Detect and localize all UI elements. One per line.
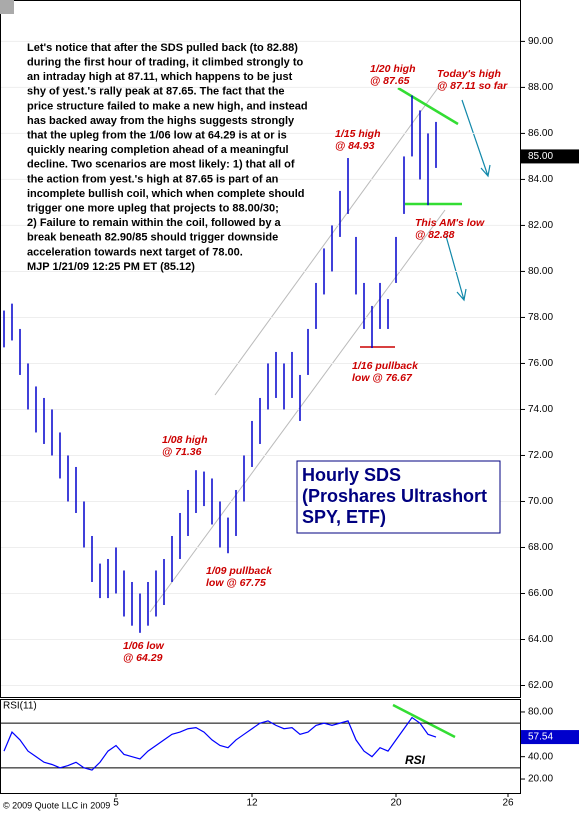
commentary-line: during the first hour of trading, it cli… [27, 57, 303, 69]
y-tick-label: 64.00 [528, 634, 553, 645]
annotation: 1/09 pullback [206, 565, 273, 577]
annotation: @ 71.36 [162, 446, 202, 458]
annotation: This AM's low [415, 217, 485, 229]
arrows [445, 99, 491, 302]
commentary-line: break beneath 82.90/85 should trigger do… [27, 232, 278, 244]
commentary-line: that the upleg from the 1/06 low at 64.2… [27, 130, 287, 142]
commentary-line: price structure failed to make a new hig… [27, 100, 308, 112]
chart-title: Hourly SDS [302, 465, 401, 485]
rsi-annotation: RSI [405, 753, 426, 767]
y-tick-label: 78.00 [528, 312, 553, 323]
commentary-line: 2) Failure to remain within the coil, fo… [27, 217, 282, 229]
last-rsi-label: 57.54 [528, 732, 553, 743]
y-tick-label: 82.00 [528, 220, 553, 231]
trend-line [397, 86, 459, 126]
arrow [445, 235, 467, 302]
commentary-line: acceleration towards next target of 78.0… [27, 246, 243, 258]
chart-title: SPY, ETF) [302, 507, 386, 527]
rsi-line [3, 716, 437, 771]
y-tick-label: 90.00 [528, 36, 553, 47]
y-tick-label: 62.00 [528, 680, 553, 691]
y-tick-label: 70.00 [528, 496, 553, 507]
y-tick-label: 80.00 [528, 266, 553, 277]
y-tick-label: 80.00 [528, 707, 553, 718]
y-tick-label: 66.00 [528, 588, 553, 599]
last-price-box [521, 149, 579, 164]
annotation: low @ 76.67 [352, 372, 413, 384]
x-tick-label: 26 [502, 798, 514, 809]
annotation: 1/20 high [370, 63, 416, 75]
arrow [461, 99, 491, 178]
x-tick-label: 5 [113, 798, 119, 809]
annotation: @ 87.11 so far [437, 80, 508, 92]
trend-line [392, 703, 456, 739]
y-tick-label: 68.00 [528, 542, 553, 553]
y-tick-label: 86.00 [528, 128, 553, 139]
y-tick-label: 20.00 [528, 774, 553, 785]
plot: 62.00 64.00 66.00 68.00 70.00 72.00 74.00 76.00… [1, 36, 579, 809]
annotation: @ 84.93 [335, 140, 375, 152]
annotation: Today's high [437, 68, 501, 80]
y-tick-label: 84.00 [528, 174, 553, 185]
annotation: @ 87.65 [370, 75, 410, 87]
commentary-line: decline. Two scenarios are most likely: … [27, 159, 295, 171]
commentary-line: MJP 1/21/09 12:25 PM ET (85.12) [27, 261, 195, 273]
annotation: 1/08 high [162, 434, 208, 446]
chart-title: (Proshares Ultrashort [302, 486, 487, 506]
commentary-line: trigger one more upleg that projects to … [27, 203, 279, 215]
rsi-panel [0, 699, 521, 794]
commentary-line: Let's notice that after the SDS pulled b… [27, 42, 298, 54]
last-rsi-box [521, 730, 579, 745]
last-price-label: 85.00 [528, 151, 553, 162]
y-tick-label: 72.00 [528, 450, 553, 461]
rsi-title: RSI(11) [3, 701, 37, 712]
title-box [296, 460, 501, 534]
commentary-line: has backed away from the highs suggests … [27, 115, 295, 127]
y-tick-label: 76.00 [528, 358, 553, 369]
commentary-line: an intraday high at 87.11, which happens… [27, 71, 293, 83]
annotation: @ 64.29 [123, 652, 163, 664]
commentary-line: incomplete bullish coil, which when comp… [27, 188, 304, 200]
price-panel [0, 0, 521, 698]
x-tick-label: 12 [246, 798, 258, 809]
commentary-line: shy of yest.'s rally peak at 87.65. The … [27, 86, 285, 98]
y-tick-label: 40.00 [528, 751, 553, 762]
annotation: 1/16 pullback [352, 360, 419, 372]
commentary-line: quickly nearing completion ahead of a me… [27, 144, 289, 156]
trend-line [214, 84, 441, 396]
y-tick-label: 88.00 [528, 82, 553, 93]
commentary-line: the action from yest.'s high at 87.65 is… [27, 173, 279, 185]
annotation: 1/15 high [335, 128, 381, 140]
y-tick-label: 74.00 [528, 404, 553, 415]
corner-icon [0, 0, 14, 14]
annotation: @ 82.88 [415, 229, 455, 241]
annotation: low @ 67.75 [206, 577, 266, 589]
footer: © 2009 Quote LLC in 2009 [3, 800, 110, 810]
annotation: 1/06 low [123, 640, 165, 652]
x-tick-label: 20 [390, 798, 402, 809]
